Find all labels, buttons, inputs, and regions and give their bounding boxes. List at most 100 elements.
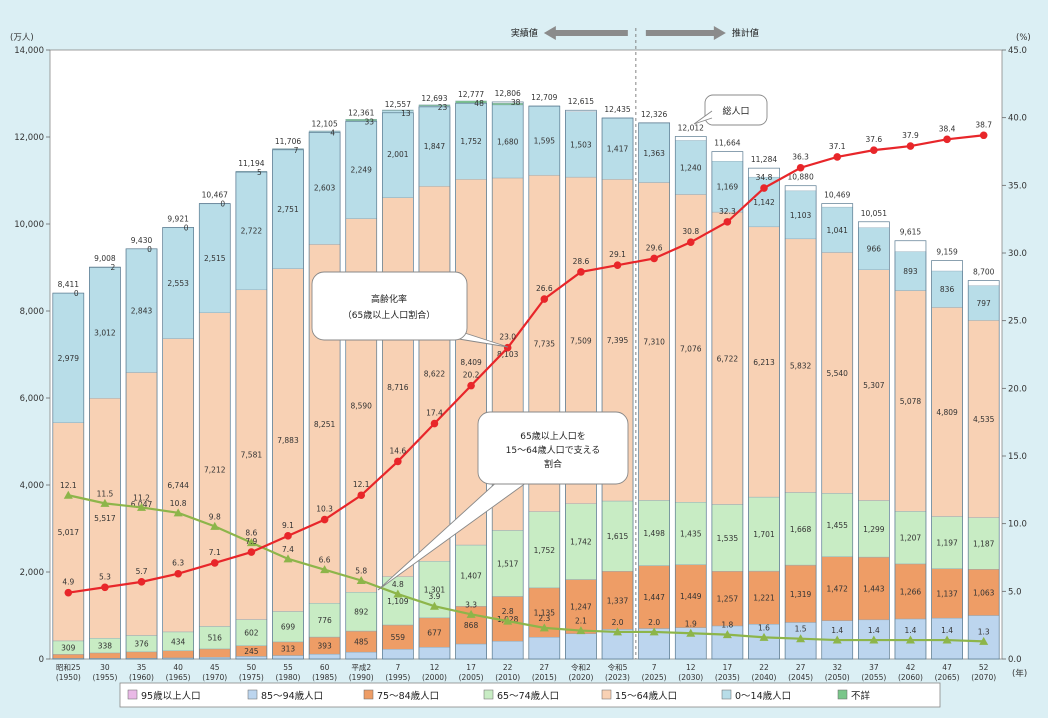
x-tick-era: 昭和25	[56, 663, 81, 672]
bar-segment	[711, 211, 744, 505]
unknown-value-label: 38	[511, 98, 521, 107]
segment-value-label: 2,553	[167, 279, 189, 288]
bar-segment	[528, 511, 561, 589]
segment-value-label: 1,742	[570, 538, 592, 547]
x-tick-era: 22	[759, 663, 769, 672]
legend-item-label: 0～14歳人口	[735, 690, 791, 702]
bar-outline	[711, 151, 744, 660]
segment-value-label: 893	[903, 267, 918, 276]
segment-value-label: 5,832	[790, 362, 812, 371]
support-ratio-point	[576, 626, 586, 635]
segment-value-label: 1,197	[936, 539, 958, 548]
bar-outline	[52, 292, 85, 660]
segment-value-label: 1,247	[570, 603, 592, 612]
aging-rate-point	[833, 153, 842, 161]
bar-segment	[675, 140, 707, 195]
legend-item-label: 65～74歳人口	[497, 690, 559, 702]
bar-segment	[821, 252, 853, 494]
aging-rate-label: 4.9	[62, 578, 74, 587]
x-tick-era: 17	[723, 663, 733, 672]
segment-value-label: 2,249	[350, 166, 372, 175]
segment-value-label: 1,847	[424, 142, 446, 151]
support-callout-box	[477, 411, 629, 485]
segment-value-label: 836	[940, 285, 955, 294]
x-tick-year: (2055)	[861, 673, 886, 682]
legend-item-label: 85～94歳人口	[261, 690, 323, 702]
total-value-label: 10,469	[824, 191, 850, 200]
segment-value-label: 313	[281, 645, 296, 654]
bar-segment	[382, 109, 414, 111]
support-callout-pointer	[377, 469, 531, 591]
support-ratio-label: 2.8	[502, 607, 514, 616]
bar-outline	[198, 203, 231, 660]
segment-value-label: 868	[464, 621, 479, 630]
bar-segment	[89, 652, 121, 659]
unknown-value-label: 5	[257, 168, 262, 177]
total-value-label: 11,706	[275, 137, 301, 146]
bar-segment	[675, 564, 707, 628]
bar-segment	[784, 190, 817, 240]
x-tick-year: (1965)	[166, 673, 191, 682]
x-tick-era: 47	[942, 663, 952, 672]
total-value-label: 12,326	[641, 110, 667, 119]
segment-value-label: 1,063	[973, 588, 995, 597]
unknown-value-label: 48	[474, 99, 484, 108]
aging-callout-line1: 高齢化率	[371, 293, 407, 305]
x-tick-year: (1960)	[129, 673, 154, 682]
aging-rate-label: 9.1	[282, 521, 294, 530]
y-right-tick-label: 35.0	[1008, 181, 1027, 191]
bar-segment	[784, 564, 817, 623]
y-left-tick-label: 12,000	[14, 133, 44, 143]
bar-segment	[565, 503, 597, 580]
segment-value-label: 1,443	[863, 584, 885, 593]
bar-segment	[784, 238, 817, 493]
projected-arrow	[645, 26, 726, 40]
legend-swatch	[601, 689, 612, 700]
segment-value-label: 1,142	[753, 198, 775, 207]
segment-value-label: 516	[208, 634, 223, 643]
bar-segment	[528, 637, 561, 660]
support-ratio-label: 4.8	[392, 580, 404, 589]
aging-rate-point	[577, 268, 585, 276]
segment-value-label: 1,137	[936, 589, 958, 598]
bar-outline	[931, 260, 963, 660]
aging-rate-label: 20.2	[463, 371, 480, 380]
bar-segment	[711, 161, 744, 213]
total-value-label: 8,700	[973, 268, 995, 277]
segment-value-label: 3,012	[94, 329, 116, 338]
segment-value-label: 6,744	[167, 481, 189, 490]
y-left-tick-label: 4,000	[20, 481, 44, 491]
y-right-tick-label: 0.0	[1008, 655, 1022, 665]
segment-value-label: 1,680	[497, 137, 519, 146]
support-ratio-label: 1.4	[868, 626, 880, 635]
bar-outline	[821, 203, 854, 660]
bar-segment	[199, 203, 231, 313]
aging-rate-point	[613, 261, 622, 269]
segment-value-label: 7,735	[534, 339, 556, 348]
total-value-label: 9,615	[900, 228, 922, 237]
x-tick-era: 12	[686, 663, 696, 672]
aging-rate-label: 5.7	[136, 567, 148, 576]
support-callout-line: 15～64歳人口で支える	[506, 444, 601, 456]
segment-value-label: 1,615	[607, 532, 629, 541]
aging-rate-label: 26.6	[536, 284, 553, 293]
segment-value-label: 1,187	[973, 539, 995, 548]
bar-segment	[931, 307, 963, 517]
aging-rate-point	[357, 491, 366, 500]
x-tick-year: (2050)	[825, 673, 850, 682]
segment-value-label: 8,622	[424, 370, 446, 379]
aging-rate-point	[101, 583, 109, 592]
segment-value-label: 2,603	[314, 184, 336, 193]
support-ratio-point	[649, 627, 659, 636]
segment-value-label: 1,221	[753, 594, 775, 603]
segment-value-label: 1,363	[643, 149, 665, 158]
support-ratio-point	[283, 554, 293, 563]
bar-outline	[308, 132, 341, 660]
x-tick-era: 令和5	[608, 662, 628, 672]
segment-value-label: 2,515	[204, 254, 226, 263]
bar-segment	[308, 653, 341, 660]
bar-segment	[308, 130, 341, 245]
total-value-label: 12,557	[385, 100, 411, 109]
bar-segment	[601, 117, 634, 180]
unknown-value-label: 7	[294, 146, 299, 155]
